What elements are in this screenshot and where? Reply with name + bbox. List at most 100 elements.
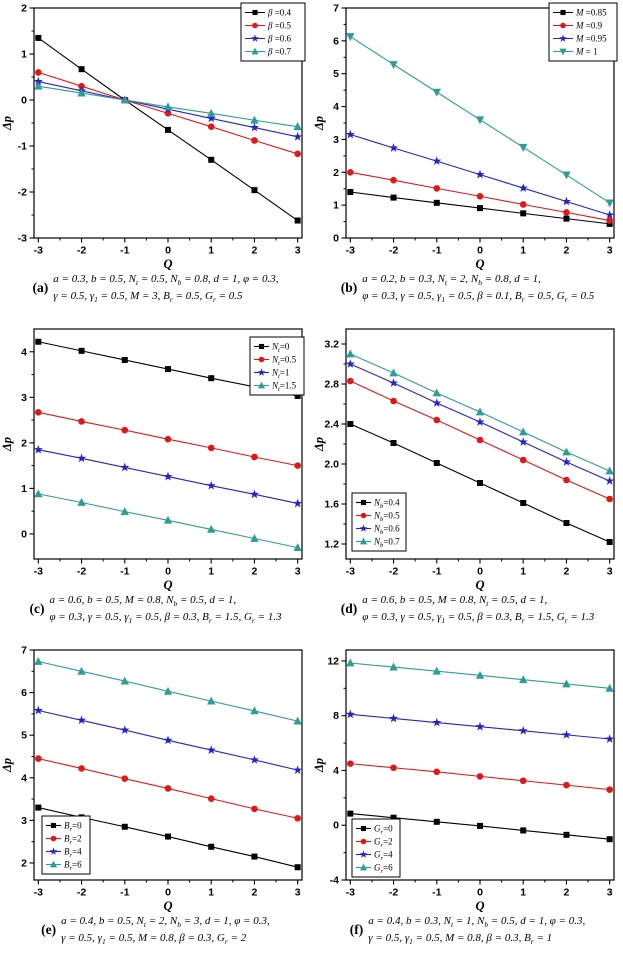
subplot-c: -3 -2 -1 0 1 2 3 0 1 2 3 4 Q Δp Nt=0 Nt=0.5 Nt=1 Nt=1.5 (… bbox=[0, 321, 311, 641]
legend-entry-label: M =0.95 bbox=[575, 34, 607, 44]
legend-entry-label: Nt=1.5 bbox=[271, 381, 297, 394]
legend-entry-label: β =0.7 bbox=[267, 47, 292, 57]
y-tick-label: 4 bbox=[21, 346, 27, 358]
series-b-r-4 bbox=[33, 705, 303, 774]
legend-entry-label: β =0.6 bbox=[267, 34, 292, 44]
y-tick-label: 6 bbox=[333, 35, 339, 47]
y-tick-label: 0 bbox=[333, 233, 339, 245]
caption-f: (f) a = 0.4, b = 0.3, Nt = 1, Nb = 0.5, … bbox=[312, 913, 623, 948]
y-tick-label: 5 bbox=[21, 730, 27, 742]
caption-c-label: (c) bbox=[29, 601, 45, 617]
subplot-f: -3 -2 -1 0 1 2 3 -4 0 4 8 12 Q Δp Gr=0 Gr=2 Gr=4 Gr=6 (f)… bbox=[312, 642, 623, 962]
y-tick-label: 7 bbox=[21, 645, 27, 657]
legend: Nb=0.4Nb=0.5Nb=0.6Nb=0.7 bbox=[351, 492, 407, 552]
series-g-r-6 bbox=[346, 658, 614, 692]
x-tick-label: -1 bbox=[120, 566, 129, 578]
legend-entry-label: Nb=0.4 bbox=[373, 498, 400, 511]
x-tick-label: -1 bbox=[432, 245, 441, 257]
legend: M =0.85 M =0.9 M =0.95 M = 1 bbox=[548, 2, 618, 62]
legend: Br=0Br=2Br=4Br=6 bbox=[41, 815, 91, 875]
chart-f-canvas: -3 -2 -1 0 1 2 3 -4 0 4 8 12 Q Δp Gr=0 Gr=2 Gr=4 Gr=6 bbox=[312, 642, 623, 913]
x-tick-label: 3 bbox=[607, 887, 613, 899]
legend-entry-label: Br=4 bbox=[64, 847, 82, 860]
chart-d-canvas: -3 -2 -1 0 1 2 3 1.2 1.6 2.0 2.4 2.8 3.2 Q Δp Nb=0.4 Nb=… bbox=[312, 321, 623, 592]
axes: -3 -2 -1 0 1 2 3 0 1 2 3 4 bbox=[21, 346, 301, 577]
legend: Nt=0Nt=0.5Nt=1Nt=1.5 bbox=[249, 336, 305, 396]
y-tick-label: 2 bbox=[21, 857, 27, 869]
chart-c-canvas: -3 -2 -1 0 1 2 3 0 1 2 3 4 Q Δp Nt=0 Nt=0.5 Nt=1 Nt=1.5 bbox=[0, 321, 311, 592]
x-axis-label: Q bbox=[163, 578, 172, 591]
x-tick-label: 2 bbox=[564, 887, 570, 899]
series-n-t-1 bbox=[33, 444, 303, 508]
legend-entry-label: Nb=0.6 bbox=[373, 524, 400, 537]
x-axis-label: Q bbox=[475, 257, 484, 270]
series-m-1 bbox=[346, 33, 614, 208]
chart-e-svg: -3 -2 -1 0 1 2 3 2 3 4 5 6 7 Q Δp Br=0Br=2Br=4Br=6 bbox=[0, 645, 303, 913]
chart-e-canvas: -3 -2 -1 0 1 2 3 2 3 4 5 6 7 Q Δp Br=0 Br=2 Br=4 Br=6 bbox=[0, 642, 311, 913]
y-tick-label: -1 bbox=[18, 141, 27, 153]
chart-d-svg: -3 -2 -1 0 1 2 31.21.62.02.42.83.2QΔpNb=0.4Nb=… bbox=[312, 328, 615, 592]
x-tick-label: 3 bbox=[607, 245, 613, 257]
y-tick-label: 3 bbox=[21, 815, 27, 827]
y-tick-label: 8 bbox=[333, 710, 339, 722]
x-tick-label: -3 bbox=[346, 566, 355, 578]
series-n-b-0-4 bbox=[347, 421, 613, 545]
x-tick-label: 3 bbox=[295, 245, 301, 257]
legend-entry-label: β =0.5 bbox=[267, 21, 292, 31]
y-axis-label: Δp bbox=[0, 758, 14, 773]
x-tick-label: 1 bbox=[208, 245, 214, 257]
x-tick-label: -1 bbox=[120, 887, 129, 899]
caption-d: (d) a = 0.6, b = 0.5, M = 0.8, Nt = 0.5,… bbox=[312, 592, 623, 627]
legend-entry-label: Br=0 bbox=[64, 821, 82, 834]
y-tick-label: 1 bbox=[21, 49, 27, 61]
series-n-t-0-5 bbox=[35, 409, 301, 469]
x-tick-label: -3 bbox=[34, 887, 43, 899]
y-tick-label: 1.2 bbox=[324, 539, 339, 551]
y-tick-label: 3 bbox=[333, 134, 339, 146]
y-tick-label: 7 bbox=[333, 3, 339, 15]
y-tick-label: 6 bbox=[21, 687, 27, 699]
series-m-0-9 bbox=[347, 168, 613, 224]
y-tick-label: 4 bbox=[21, 772, 27, 784]
x-tick-label: 1 bbox=[520, 245, 526, 257]
x-tick-label: 1 bbox=[208, 887, 214, 899]
legend-entry-label: M =0.9 bbox=[575, 21, 603, 31]
caption-e-text: a = 0.4, b = 0.5, Nt = 2, Nb = 3, d = 1,… bbox=[61, 915, 270, 947]
caption-d-text: a = 0.6, b = 0.5, M = 0.8, Nt = 0.5, d =… bbox=[362, 594, 595, 626]
series-g-r-0 bbox=[347, 810, 613, 843]
y-tick-label: 2 bbox=[333, 167, 339, 179]
x-tick-label: -3 bbox=[34, 566, 43, 578]
x-tick-label: 0 bbox=[477, 566, 483, 578]
caption-c: (c) a = 0.6, b = 0.5, M = 0.8, Nb = 0.5,… bbox=[0, 592, 311, 627]
legend-entry-label: Br=2 bbox=[64, 834, 82, 847]
y-tick-label: -2 bbox=[18, 187, 27, 199]
legend: β =0.4 β =0.5 β =0.6 β =0.7 bbox=[240, 2, 306, 62]
caption-a: (a) a = 0.3, b = 0.5, Nt = 0.5, Nb = 0.8… bbox=[0, 271, 311, 306]
x-tick-label: 1 bbox=[520, 566, 526, 578]
chart-c-svg: -3 -2 -1 0 1 2 3 0 1 2 3 4 Q Δp Nt=0Nt=0.5Nt=1Nt=1.5 bbox=[0, 328, 305, 592]
x-axis-label: Q bbox=[163, 899, 172, 912]
x-tick-label: 3 bbox=[295, 566, 301, 578]
x-tick-label: 2 bbox=[252, 245, 258, 257]
x-tick-label: 1 bbox=[520, 887, 526, 899]
legend-entry-label: Nb=0.7 bbox=[373, 537, 400, 550]
y-tick-label: -3 bbox=[18, 233, 27, 245]
y-tick-label: 4 bbox=[333, 765, 339, 777]
caption-b: (b) a = 0.2, b = 0.3, Nt = 2, Nb = 0.8, … bbox=[312, 271, 623, 306]
caption-e-label: (e) bbox=[41, 922, 57, 938]
subplot-b: -3 -2 -1 0 1 2 3 0 1 2 3 4 5 6 7 Q Δp M =0.85 M =0.9 M =0.9… bbox=[312, 0, 623, 320]
chart-a-svg: -3 -2 -1 0 1 2 3 -3 -2 -1 0 1 2 Q Δp β =0.4 β =0.5 β =0.6… bbox=[0, 2, 306, 271]
axes: -3 -2 -1 0 1 2 3 -3 -2 -1 0 1 2 bbox=[18, 3, 301, 257]
y-tick-label: 3 bbox=[21, 392, 27, 404]
series-b-r-2 bbox=[35, 755, 301, 822]
legend-entry-label: Gr=0 bbox=[374, 824, 393, 837]
y-tick-label: 0 bbox=[21, 95, 27, 107]
y-tick-label: 5 bbox=[333, 68, 339, 80]
x-tick-label: 3 bbox=[295, 887, 301, 899]
caption-c-text: a = 0.6, b = 0.5, M = 0.8, Nb = 0.5, d =… bbox=[49, 594, 282, 626]
x-tick-label: -2 bbox=[77, 566, 86, 578]
legend-entry-label: Br=6 bbox=[64, 860, 82, 873]
series-n-b-0-6 bbox=[345, 359, 615, 485]
